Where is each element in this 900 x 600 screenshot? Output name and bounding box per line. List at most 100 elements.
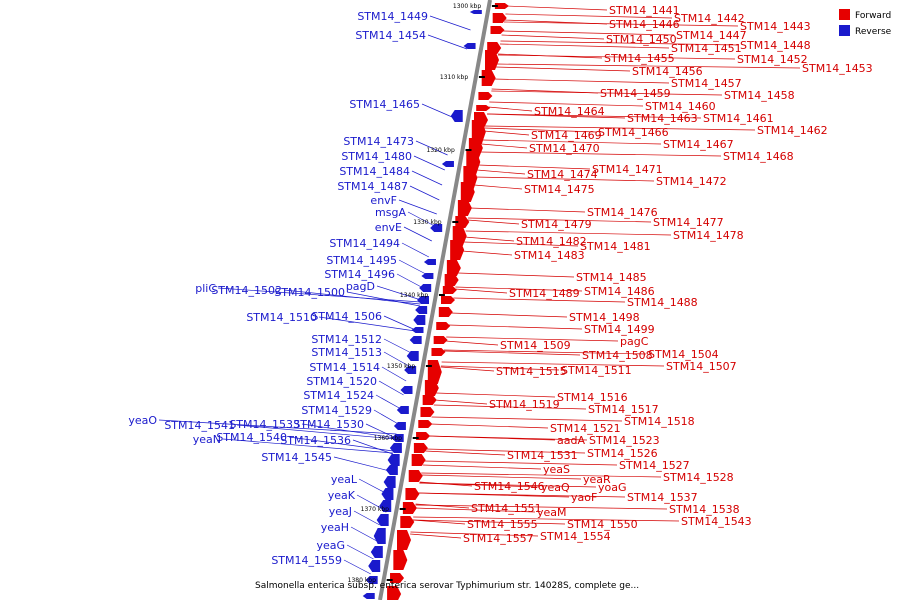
reverse-gene-feature[interactable]: [396, 406, 409, 414]
forward-gene-label[interactable]: STM14_1466: [598, 126, 669, 139]
reverse-gene-label[interactable]: yeaG: [316, 539, 345, 552]
forward-gene-feature[interactable]: [433, 336, 448, 344]
forward-gene-label[interactable]: STM14_1468: [723, 150, 794, 163]
forward-gene-feature[interactable]: [492, 13, 507, 23]
forward-gene-label[interactable]: STM14_1481: [580, 240, 651, 253]
forward-gene-label[interactable]: STM14_1521: [550, 422, 621, 435]
forward-gene-label[interactable]: STM14_1499: [584, 323, 655, 336]
forward-gene-label[interactable]: yeaR: [583, 473, 611, 486]
reverse-gene-label[interactable]: STM14_1536: [280, 434, 351, 447]
forward-gene-feature[interactable]: [393, 550, 408, 570]
forward-gene-feature[interactable]: [442, 286, 457, 294]
forward-gene-label[interactable]: STM14_1461: [703, 112, 774, 125]
reverse-gene-feature[interactable]: [383, 476, 396, 488]
reverse-gene-label[interactable]: pliC: [195, 282, 216, 295]
forward-gene-label[interactable]: STM14_1537: [627, 491, 698, 504]
forward-gene-label[interactable]: STM14_1447: [676, 29, 747, 42]
forward-gene-label[interactable]: STM14_1528: [663, 471, 734, 484]
reverse-gene-feature[interactable]: [417, 296, 429, 304]
reverse-gene-feature[interactable]: [411, 327, 424, 333]
forward-gene-label[interactable]: STM14_1538: [669, 503, 740, 516]
reverse-gene-feature[interactable]: [368, 560, 381, 572]
forward-gene-feature[interactable]: [485, 50, 499, 70]
forward-gene-label[interactable]: STM14_1456: [632, 65, 703, 78]
forward-gene-label[interactable]: STM14_1455: [604, 52, 675, 65]
forward-gene-label[interactable]: STM14_1457: [671, 77, 742, 90]
forward-gene-label[interactable]: STM14_1557: [463, 532, 534, 545]
forward-gene-label[interactable]: STM14_1555: [467, 518, 538, 531]
reverse-gene-label[interactable]: yeaK: [328, 489, 356, 502]
forward-gene-feature[interactable]: [436, 322, 451, 330]
forward-gene-feature[interactable]: [490, 26, 505, 34]
reverse-gene-label[interactable]: yeaJ: [329, 505, 352, 518]
reverse-gene-feature[interactable]: [365, 576, 378, 584]
forward-gene-feature[interactable]: [494, 3, 509, 9]
forward-gene-label[interactable]: STM14_1472: [656, 175, 727, 188]
forward-gene-feature[interactable]: [460, 182, 475, 202]
forward-gene-label[interactable]: STM14_1442: [674, 12, 745, 25]
reverse-gene-label[interactable]: yeaO: [128, 414, 157, 427]
reverse-gene-label[interactable]: STM14_1541: [164, 419, 235, 432]
forward-gene-feature[interactable]: [441, 296, 455, 304]
forward-gene-label[interactable]: STM14_1554: [540, 530, 611, 543]
forward-gene-label[interactable]: yeaS: [543, 463, 570, 476]
reverse-gene-feature[interactable]: [387, 454, 400, 466]
forward-gene-label[interactable]: STM14_1527: [619, 459, 690, 472]
reverse-gene-label[interactable]: yeaN: [193, 433, 221, 446]
reverse-gene-label[interactable]: STM14_1530: [293, 418, 364, 431]
reverse-gene-feature[interactable]: [379, 500, 392, 512]
forward-gene-feature[interactable]: [446, 260, 461, 276]
forward-gene-label[interactable]: STM14_1526: [587, 447, 658, 460]
reverse-gene-feature[interactable]: [370, 546, 383, 558]
reverse-gene-label[interactable]: STM14_1513: [311, 346, 382, 359]
forward-gene-feature[interactable]: [478, 92, 493, 100]
reverse-gene-label[interactable]: STM14_1502: [211, 284, 282, 297]
forward-gene-label[interactable]: STM14_1470: [529, 142, 600, 155]
forward-gene-label[interactable]: STM14_1550: [567, 518, 638, 531]
forward-gene-label[interactable]: STM14_1551: [471, 502, 542, 515]
reverse-gene-feature[interactable]: [430, 224, 443, 232]
forward-gene-label[interactable]: STM14_1443: [740, 20, 811, 33]
forward-gene-feature[interactable]: [390, 573, 405, 583]
reverse-gene-feature[interactable]: [423, 259, 436, 265]
reverse-gene-label[interactable]: STM14_1480: [341, 150, 412, 163]
forward-gene-feature[interactable]: [420, 407, 435, 417]
forward-gene-label[interactable]: STM14_1478: [673, 229, 744, 242]
reverse-gene-feature[interactable]: [441, 161, 454, 167]
reverse-gene-label[interactable]: STM14_1473: [343, 135, 414, 148]
forward-gene-label[interactable]: STM14_1489: [509, 287, 580, 300]
forward-gene-label[interactable]: STM14_1515: [496, 365, 567, 378]
forward-gene-label[interactable]: STM14_1516: [557, 391, 628, 404]
forward-gene-feature[interactable]: [438, 307, 453, 317]
forward-gene-label[interactable]: STM14_1464: [534, 105, 605, 118]
forward-gene-feature[interactable]: [416, 432, 431, 440]
forward-gene-label[interactable]: STM14_1483: [514, 249, 585, 262]
reverse-gene-feature[interactable]: [421, 273, 434, 279]
forward-gene-feature[interactable]: [418, 420, 433, 428]
forward-gene-feature[interactable]: [402, 502, 417, 514]
forward-gene-feature[interactable]: [387, 586, 402, 600]
forward-gene-label[interactable]: STM14_1458: [724, 89, 795, 102]
forward-gene-label[interactable]: STM14_1467: [663, 138, 734, 151]
reverse-gene-feature[interactable]: [400, 386, 413, 394]
reverse-gene-feature[interactable]: [413, 315, 426, 325]
forward-gene-label[interactable]: STM14_1471: [592, 163, 663, 176]
forward-gene-label[interactable]: STM14_1518: [624, 415, 695, 428]
reverse-gene-label[interactable]: envF: [370, 194, 397, 207]
forward-gene-label[interactable]: STM14_1448: [740, 39, 811, 52]
reverse-gene-label[interactable]: STM14_1533: [229, 418, 300, 431]
forward-gene-label[interactable]: STM14_1504: [648, 348, 719, 361]
reverse-gene-label[interactable]: STM14_1500: [274, 286, 345, 299]
reverse-gene-label[interactable]: yeaH: [321, 521, 349, 534]
reverse-gene-label[interactable]: STM14_1514: [309, 361, 380, 374]
reverse-gene-label[interactable]: STM14_1545: [261, 451, 332, 464]
forward-gene-label[interactable]: STM14_1469: [531, 129, 602, 142]
reverse-gene-feature[interactable]: [419, 284, 432, 292]
forward-gene-feature[interactable]: [400, 516, 415, 528]
reverse-gene-feature[interactable]: [373, 528, 386, 544]
reverse-gene-feature[interactable]: [393, 422, 406, 430]
reverse-gene-feature[interactable]: [381, 488, 394, 500]
reverse-gene-feature[interactable]: [404, 366, 417, 374]
forward-gene-label[interactable]: STM14_1452: [737, 53, 808, 66]
forward-gene-label[interactable]: STM14_1486: [584, 285, 655, 298]
